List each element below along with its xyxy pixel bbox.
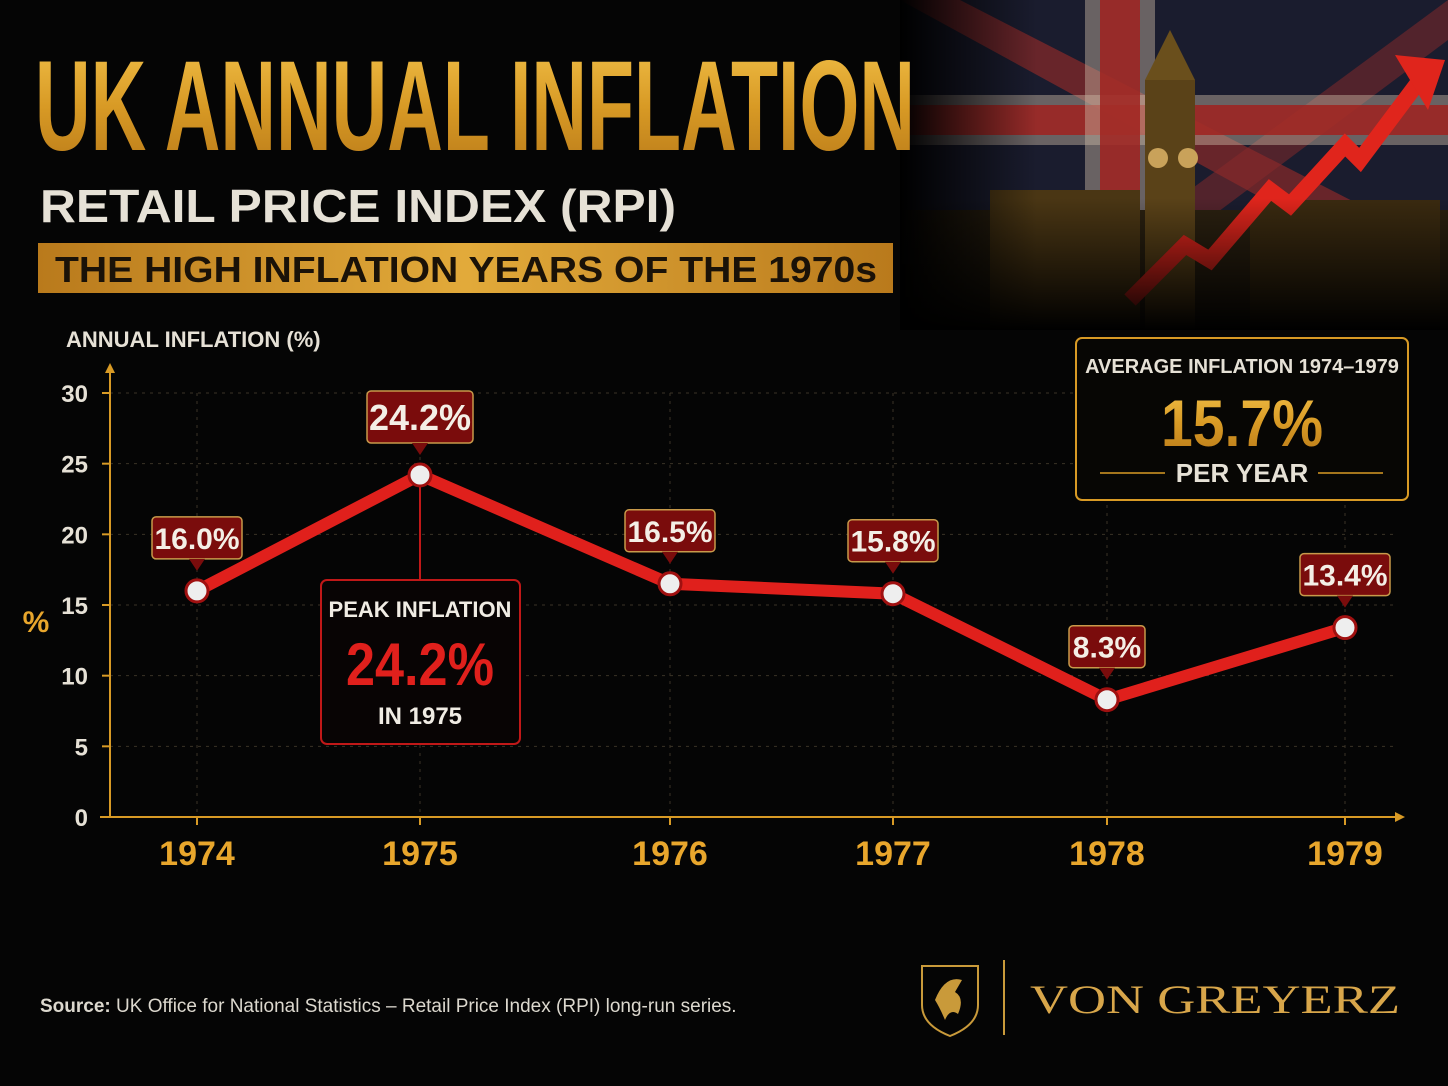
x-tick-label: 1977 [855,835,931,873]
x-tick-label: 1975 [382,835,458,873]
value-label-pointer [189,558,205,571]
x-tick-label: 1978 [1069,835,1145,873]
banner-text: THE HIGH INFLATION YEARS OF THE 1970s [55,249,877,290]
point [657,571,683,597]
average-annotation: AVERAGE INFLATION 1974–1979 15.7% PER YE… [1075,337,1409,501]
source-label: Source: [40,996,111,1017]
peak-annotation: PEAK INFLATION 24.2% IN 1975 [320,579,521,745]
banner-background [38,243,893,293]
peak-box [320,579,521,745]
plot-area: 0 5 10 15 20 25 30 1974 1975 1976 1977 1978 1979 16.0… [61,363,1405,873]
y-tick-label: 0 [75,805,88,832]
x-tick-label: 1976 [632,835,708,873]
point [1332,615,1358,641]
x-tick-label: 1974 [159,835,235,873]
y-tick-label: 10 [61,664,88,691]
peak-value: 24.2% [346,631,494,698]
value-label-pointer [885,561,901,574]
value-label: 13.4% [1302,560,1387,593]
y-axis-arrow [105,363,115,373]
y-tick-label: 5 [75,734,88,761]
value-label: 15.8% [850,526,935,559]
line [194,468,1347,706]
value-label: 8.3% [1073,632,1141,665]
peak-heading: PEAK INFLATION [329,597,512,622]
source: Source: UK Office for National Statistic… [40,996,737,1017]
brand-logo [921,960,1005,1038]
y-tick-label: 20 [61,522,88,549]
y-tick-label: 25 [61,452,88,479]
x-axis-arrow [1395,812,1405,822]
illustration [900,0,1448,330]
average-heading: AVERAGE INFLATION 1974–1979 [1085,356,1399,378]
brand-name: VON GREYERZ [1030,977,1400,1022]
y-axis-title: ANNUAL INFLATION (%) [66,327,321,352]
value-label-pointer [1337,595,1353,608]
value-label-pointer [662,551,678,564]
value-label: 24.2% [369,397,471,438]
point [880,581,906,607]
subtitle: RETAIL PRICE INDEX (RPI) [40,180,676,232]
point [1094,687,1120,713]
average-note: PER YEAR [1176,458,1309,488]
title: UK ANNUAL INFLATION [35,35,915,178]
average-box [1075,337,1409,501]
value-label: 16.5% [627,516,712,549]
x-tick-label: 1979 [1307,835,1383,873]
source-text: UK Office for National Statistics – Reta… [116,996,737,1017]
value-label: 16.0% [154,523,239,556]
y-tick-label: 30 [61,381,88,408]
point [407,462,433,488]
point [184,578,210,604]
value-label-pointer [1099,667,1115,680]
average-value: 15.7% [1161,386,1323,460]
y-axis-unit: % [23,606,50,639]
peak-note: IN 1975 [378,703,462,730]
value-label-pointer [412,442,428,455]
y-tick-label: 15 [61,593,88,620]
